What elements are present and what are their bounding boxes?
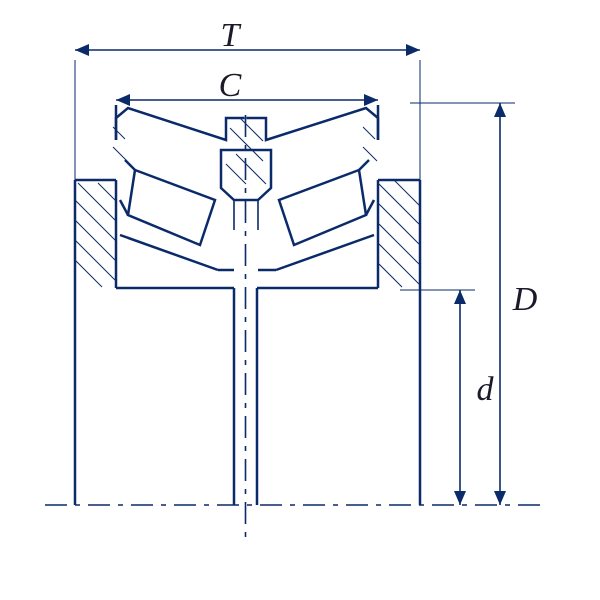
dim-label-d: d	[477, 371, 495, 408]
dim-label-T: T	[221, 17, 242, 54]
dim-label-C: C	[219, 67, 242, 104]
dim-label-D: D	[512, 281, 538, 318]
bearing-diagram: TC Dd	[0, 0, 600, 600]
